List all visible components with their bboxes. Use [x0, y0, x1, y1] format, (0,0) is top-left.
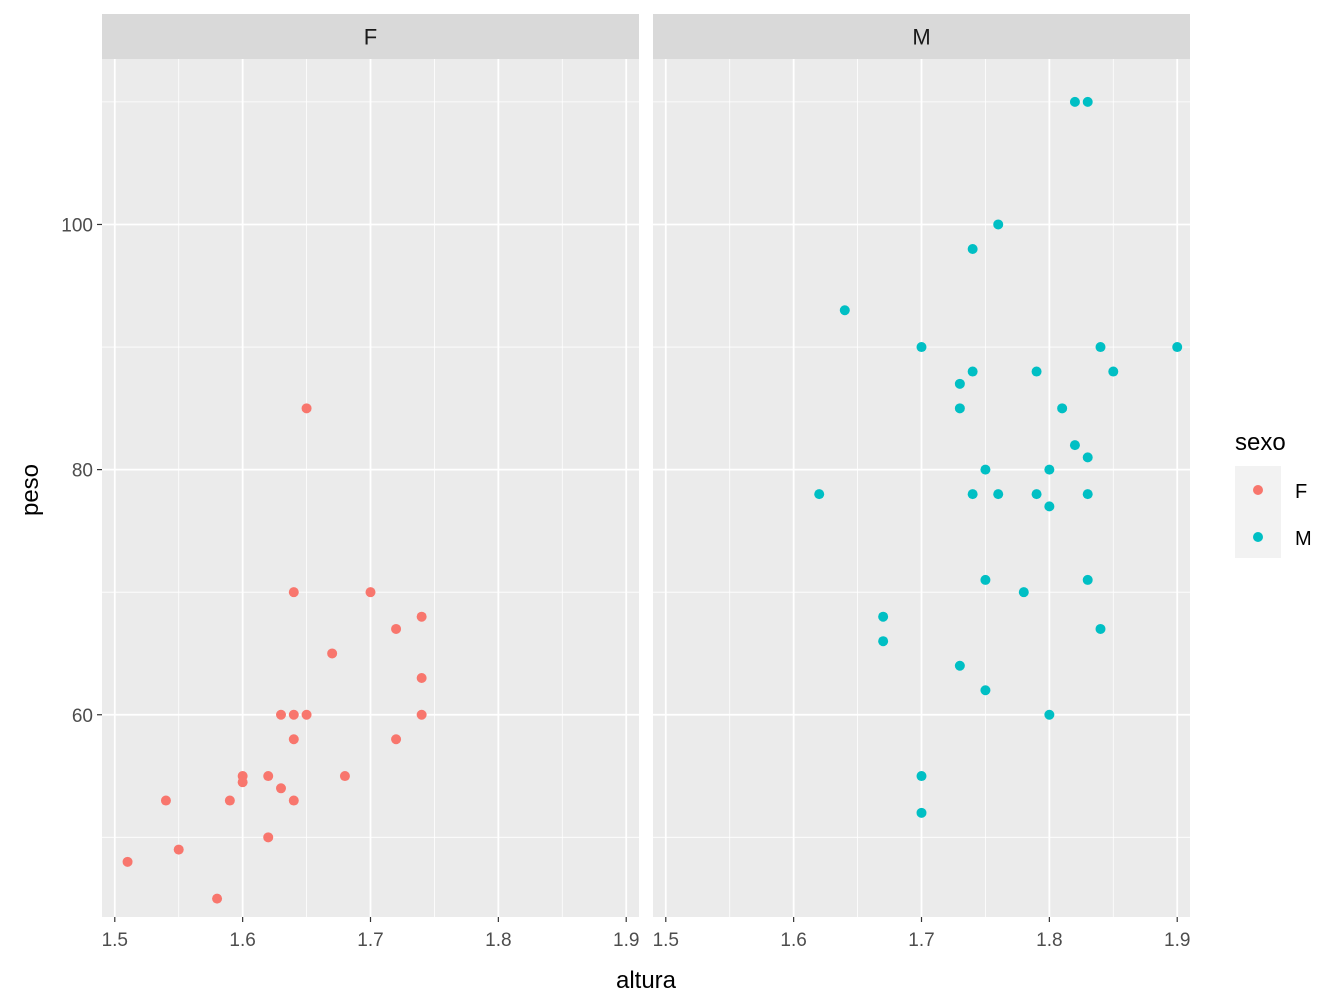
data-point-F	[212, 893, 223, 904]
data-point-F	[416, 672, 427, 683]
x-tick-label: 1.7	[908, 930, 934, 951]
data-point-M	[1057, 403, 1068, 414]
facet-strip	[653, 14, 1190, 59]
data-point-M	[1031, 366, 1042, 377]
x-tick-label: 1.5	[653, 930, 679, 951]
x-tick-label: 1.9	[613, 930, 639, 951]
y-tick-label: 100	[61, 215, 93, 236]
data-point-M	[1044, 709, 1055, 720]
data-point-F	[276, 709, 286, 720]
y-tick-label: 80	[72, 461, 93, 482]
legend-key-background	[1235, 466, 1281, 558]
x-tick-label: 1.6	[229, 930, 255, 951]
data-point-F	[339, 771, 350, 782]
data-point-F	[263, 771, 274, 782]
x-tick-label: 1.5	[102, 930, 128, 951]
legend-label-M: M	[1295, 528, 1312, 550]
data-point-M	[1082, 574, 1093, 585]
data-point-M	[1082, 489, 1093, 500]
data-point-M	[954, 403, 965, 414]
x-tick-label: 1.7	[357, 930, 383, 951]
data-point-M	[916, 807, 927, 818]
data-point-M	[954, 378, 965, 389]
data-point-M	[916, 771, 927, 782]
data-point-F	[288, 587, 299, 598]
x-tick-label: 1.8	[485, 930, 511, 951]
facet-panel-F: F	[102, 14, 639, 917]
data-point-F	[327, 648, 338, 659]
data-point-F	[391, 623, 402, 634]
x-axis-title: altura	[616, 967, 677, 994]
x-tick-label: 1.8	[1036, 930, 1062, 951]
x-tick-label: 1.6	[780, 930, 806, 951]
data-point-M	[1095, 623, 1106, 634]
data-point-F	[391, 734, 402, 745]
data-point-M	[839, 305, 850, 316]
data-point-M	[1082, 96, 1093, 107]
x-tick-label: 1.9	[1164, 930, 1190, 951]
data-point-F	[288, 734, 299, 745]
data-point-M	[1172, 342, 1183, 353]
legend-entries: FM	[1253, 481, 1312, 550]
y-axis-title: peso	[17, 464, 44, 516]
data-point-M	[1031, 489, 1042, 500]
data-point-M	[878, 636, 889, 647]
data-point-F	[301, 403, 312, 414]
legend-key-M	[1253, 532, 1263, 542]
data-point-F	[301, 709, 312, 720]
data-point-M	[980, 685, 991, 696]
data-point-M	[1069, 96, 1080, 107]
data-point-M	[1069, 440, 1080, 451]
data-point-M	[1108, 366, 1119, 377]
data-point-M	[993, 219, 1004, 230]
data-point-M	[1044, 464, 1055, 475]
legend-key-F	[1253, 485, 1263, 495]
data-point-M	[1018, 587, 1029, 598]
data-point-M	[916, 342, 927, 353]
data-point-F	[122, 856, 133, 867]
data-point-F	[288, 709, 299, 720]
facet-strip-label: M	[912, 25, 930, 50]
data-point-M	[980, 464, 991, 475]
data-point-F	[416, 611, 427, 622]
y-axis: 60 80 100	[61, 215, 102, 727]
data-point-F	[416, 709, 427, 720]
data-point-M	[954, 660, 965, 671]
data-point-F	[288, 795, 299, 806]
facet-panel-M: M	[653, 14, 1190, 917]
data-point-F	[224, 795, 235, 806]
data-point-F	[365, 587, 376, 598]
data-point-M	[1082, 452, 1093, 463]
legend-title: sexo	[1235, 429, 1286, 456]
data-point-M	[1044, 501, 1055, 512]
data-point-F	[173, 844, 184, 855]
data-point-M	[1095, 342, 1106, 353]
legend-label-F: F	[1295, 481, 1307, 503]
data-point-M	[967, 243, 978, 254]
data-point-M	[878, 611, 889, 622]
data-point-M	[814, 489, 825, 500]
data-point-F	[276, 783, 286, 794]
legend: sexo FM	[1235, 429, 1312, 558]
data-point-F	[160, 795, 171, 806]
x-axes: 1.5 1.6 1.7 1.8 1.9 1.5 1.6 1.7 1.8 1.9	[102, 917, 1190, 951]
data-point-M	[967, 489, 978, 500]
y-tick-label: 60	[72, 706, 93, 727]
data-point-F	[237, 777, 248, 788]
facet-strip-label: F	[364, 25, 377, 50]
data-point-M	[967, 366, 978, 377]
data-point-M	[980, 574, 991, 585]
facet-strip	[102, 14, 639, 59]
data-point-F	[263, 832, 274, 843]
data-point-M	[993, 489, 1004, 500]
